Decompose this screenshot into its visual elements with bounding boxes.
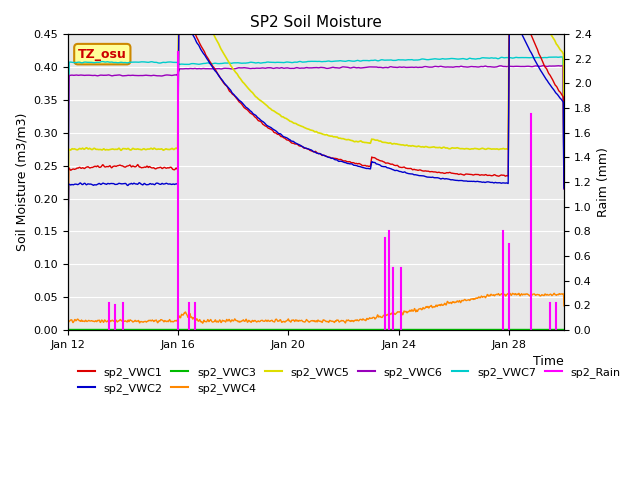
sp2_VWC3 xyxy=(550,326,558,332)
sp2_VWC2 xyxy=(497,180,504,186)
Text: TZ_osu: TZ_osu xyxy=(78,48,127,60)
sp2_VWC4 xyxy=(64,324,72,329)
sp2_VWC2 xyxy=(150,182,158,188)
sp2_VWC2 xyxy=(121,180,129,186)
sp2_VWC6 xyxy=(121,73,129,79)
sp2_VWC2 xyxy=(560,185,568,191)
sp2_VWC1 xyxy=(550,81,558,86)
sp2_VWC6 xyxy=(150,72,158,78)
sp2_VWC1 xyxy=(121,164,129,170)
sp2_VWC7 xyxy=(560,181,568,187)
sp2_VWC4 xyxy=(254,318,262,324)
sp2_VWC7 xyxy=(150,60,158,65)
sp2_VWC3 xyxy=(121,326,129,332)
sp2_VWC5 xyxy=(276,112,284,118)
sp2_VWC4 xyxy=(560,303,568,309)
sp2_VWC7 xyxy=(550,54,558,60)
Line: sp2_VWC6: sp2_VWC6 xyxy=(68,66,564,194)
sp2_VWC7 xyxy=(276,60,284,65)
sp2_VWC4 xyxy=(121,318,129,324)
sp2_VWC6 xyxy=(254,65,262,71)
sp2_VWC5 xyxy=(550,37,558,43)
sp2_VWC6 xyxy=(550,63,558,69)
sp2_VWC4 xyxy=(276,317,284,323)
sp2_VWC3 xyxy=(560,326,568,332)
sp2_VWC1 xyxy=(497,172,504,178)
sp2_VWC5 xyxy=(64,237,72,242)
sp2_VWC2 xyxy=(254,115,262,121)
Title: SP2 Soil Moisture: SP2 Soil Moisture xyxy=(250,15,382,30)
Line: sp2_VWC2: sp2_VWC2 xyxy=(68,4,564,257)
sp2_VWC3 xyxy=(254,326,262,332)
X-axis label: Time: Time xyxy=(533,355,564,369)
sp2_VWC3 xyxy=(64,326,72,332)
sp2_VWC4 xyxy=(497,292,504,298)
Line: sp2_VWC1: sp2_VWC1 xyxy=(68,0,564,249)
sp2_VWC5 xyxy=(497,146,505,152)
sp2_VWC6 xyxy=(560,186,568,192)
sp2_VWC7 xyxy=(497,55,504,60)
sp2_VWC2 xyxy=(64,254,72,260)
Y-axis label: Raim (mm): Raim (mm) xyxy=(597,147,610,217)
Line: sp2_VWC4: sp2_VWC4 xyxy=(68,293,564,326)
sp2_VWC4 xyxy=(506,290,514,296)
sp2_VWC5 xyxy=(255,96,262,102)
sp2_VWC5 xyxy=(150,145,158,151)
sp2_VWC2 xyxy=(550,88,558,94)
sp2_VWC1 xyxy=(276,132,284,138)
sp2_VWC1 xyxy=(254,118,262,123)
sp2_VWC6 xyxy=(540,63,547,69)
sp2_VWC3 xyxy=(150,326,158,332)
sp2_VWC4 xyxy=(550,290,558,296)
sp2_VWC1 xyxy=(64,246,72,252)
sp2_VWC7 xyxy=(64,184,72,190)
sp2_VWC6 xyxy=(497,63,504,69)
sp2_VWC2 xyxy=(506,1,513,7)
Legend: sp2_VWC1, sp2_VWC2, sp2_VWC3, sp2_VWC4, sp2_VWC5, sp2_VWC6, sp2_VWC7, sp2_Rain: sp2_VWC1, sp2_VWC2, sp2_VWC3, sp2_VWC4, … xyxy=(74,362,625,399)
sp2_VWC4 xyxy=(150,319,158,324)
sp2_VWC3 xyxy=(497,326,504,332)
sp2_VWC7 xyxy=(550,54,557,60)
sp2_VWC6 xyxy=(276,65,284,71)
Line: sp2_VWC5: sp2_VWC5 xyxy=(68,0,564,240)
sp2_VWC5 xyxy=(560,155,568,161)
sp2_VWC7 xyxy=(121,60,129,65)
sp2_VWC5 xyxy=(121,146,129,152)
sp2_VWC1 xyxy=(560,182,568,188)
Y-axis label: Soil Moisture (m3/m3): Soil Moisture (m3/m3) xyxy=(15,113,28,251)
sp2_VWC3 xyxy=(276,326,284,332)
sp2_VWC1 xyxy=(150,165,158,171)
Line: sp2_VWC7: sp2_VWC7 xyxy=(68,57,564,187)
sp2_VWC7 xyxy=(254,60,262,65)
sp2_VWC6 xyxy=(64,192,72,197)
sp2_VWC2 xyxy=(276,131,284,136)
